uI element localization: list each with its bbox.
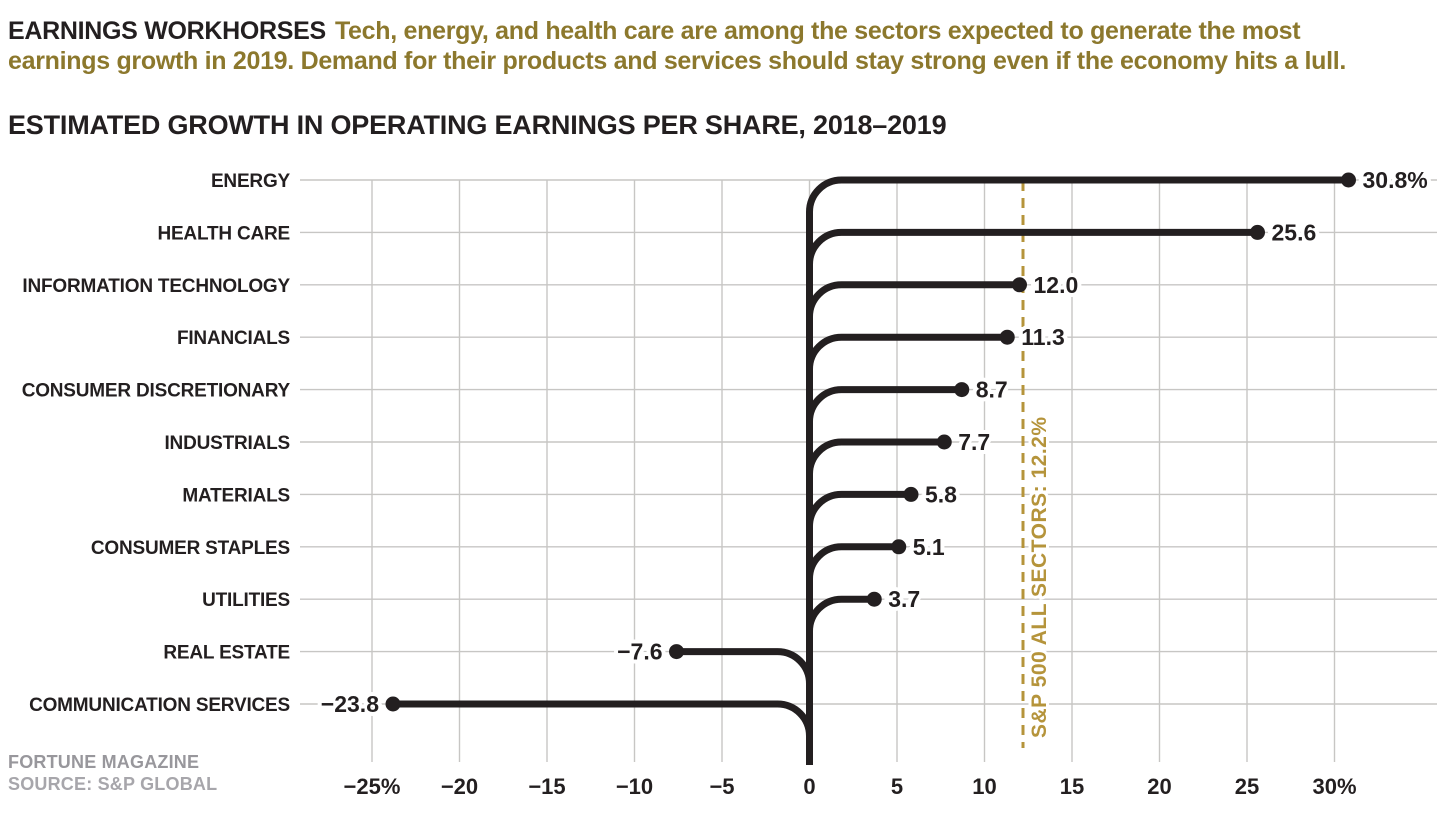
bar-endpoint-dot xyxy=(385,696,401,712)
bar-branch xyxy=(806,228,1258,765)
x-tick-label: −20 xyxy=(441,774,478,799)
bar-branch xyxy=(806,595,875,765)
value-label: 30.8% xyxy=(1363,167,1428,193)
bar-branch xyxy=(393,700,813,765)
value-label: 11.3 xyxy=(1021,324,1065,350)
x-tick-label: 5 xyxy=(891,774,903,799)
chart-headline: EARNINGS WORKHORSES Tech, energy, and hea… xyxy=(8,16,1438,76)
x-tick-label: 25 xyxy=(1235,774,1259,799)
x-tick-label: −10 xyxy=(616,774,653,799)
bar-endpoint-dot xyxy=(1012,277,1027,293)
bar-endpoint-dot xyxy=(866,591,882,607)
value-label: −23.8 xyxy=(321,691,379,717)
value-label: −7.6 xyxy=(617,639,662,665)
x-tick-label: −15 xyxy=(528,774,565,799)
earnings-growth-chart: S&P 500 ALL SECTORS: 12.2% 30.8% 25.6 12.0 1… xyxy=(22,163,1437,799)
category-label: FINANCIALS xyxy=(177,328,290,349)
category-label: COMMUNICATION SERVICES xyxy=(29,695,290,716)
category-label: UTILITIES xyxy=(202,590,290,611)
bar-endpoint-dot xyxy=(1341,172,1356,188)
category-label: MATERIALS xyxy=(182,485,290,506)
value-label: 3.7 xyxy=(888,586,920,612)
headline-line-1: EARNINGS WORKHORSES Tech, energy, and hea… xyxy=(8,16,1438,46)
x-tick-label: 15 xyxy=(1060,774,1084,799)
bar-endpoint-dot xyxy=(936,434,952,450)
bar-branch xyxy=(806,176,1349,765)
bar-branch xyxy=(676,648,813,765)
x-tick-label: −5 xyxy=(709,774,734,799)
value-label: 7.7 xyxy=(958,429,990,455)
bar-endpoint-dot xyxy=(1250,224,1265,240)
reference-line-label: S&P 500 ALL SECTORS: 12.2% xyxy=(1028,416,1051,738)
bar-endpoint-dot xyxy=(891,539,907,555)
x-tick-label: −25% xyxy=(344,774,401,799)
bar-branch xyxy=(806,438,945,765)
bar-branch xyxy=(806,333,1008,765)
category-label: HEALTH CARE xyxy=(157,223,290,244)
bar-branch xyxy=(806,281,1020,765)
chart-title: ESTIMATED GROWTH IN OPERATING EARNINGS P… xyxy=(8,110,947,140)
source: SOURCE: S&P GLOBAL xyxy=(8,774,218,794)
category-label: INFORMATION TECHNOLOGY xyxy=(22,276,290,297)
source-credit: FORTUNE MAGAZINE SOURCE: S&P GLOBAL xyxy=(8,751,217,795)
category-label: CONSUMER DISCRETIONARY xyxy=(22,381,291,402)
value-label: 8.7 xyxy=(976,377,1008,403)
bar-branch xyxy=(806,386,962,765)
bar-endpoint-dot xyxy=(999,329,1015,345)
bar-endpoint-dot xyxy=(903,486,919,502)
bar-endpoint-dot xyxy=(954,382,970,398)
x-tick-label: 0 xyxy=(803,774,815,799)
x-tick-label: 30% xyxy=(1312,774,1356,799)
category-label: INDUSTRIALS xyxy=(164,433,290,454)
value-label: 12.0 xyxy=(1034,272,1079,298)
value-label: 5.1 xyxy=(913,534,945,560)
headline-lead-in: EARNINGS WORKHORSES xyxy=(8,17,326,45)
category-label: CONSUMER STAPLES xyxy=(91,538,290,559)
x-tick-label: 20 xyxy=(1147,774,1171,799)
x-tick-label: 10 xyxy=(972,774,996,799)
headline-text-2: earnings growth in 2019. Demand for thei… xyxy=(8,47,1347,75)
headline-text-1: Tech, energy, and health care are among … xyxy=(334,17,1301,45)
value-label: 25.6 xyxy=(1272,219,1317,245)
category-label: ENERGY xyxy=(211,171,291,192)
bar-endpoint-dot xyxy=(669,644,684,660)
value-label: 5.8 xyxy=(925,481,957,507)
bar-branch xyxy=(806,543,899,765)
publisher: FORTUNE MAGAZINE xyxy=(8,752,200,772)
bar-branch xyxy=(806,490,911,765)
category-label: REAL ESTATE xyxy=(163,643,290,664)
